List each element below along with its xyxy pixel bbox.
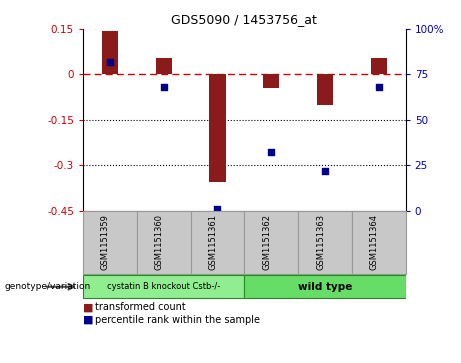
Bar — [298, 211, 352, 274]
Text: wild type: wild type — [298, 282, 352, 292]
Bar — [371, 58, 387, 74]
Text: genotype/variation: genotype/variation — [5, 282, 91, 291]
Text: percentile rank within the sample: percentile rank within the sample — [95, 315, 260, 325]
Bar — [155, 58, 171, 74]
Text: ■: ■ — [83, 315, 94, 325]
Text: GSM1151364: GSM1151364 — [370, 214, 379, 270]
Bar — [244, 275, 406, 298]
Bar — [83, 211, 137, 274]
Bar — [137, 211, 190, 274]
Bar — [209, 74, 225, 182]
Point — [106, 59, 113, 65]
Point — [160, 84, 167, 90]
Text: cystatin B knockout Cstb-/-: cystatin B knockout Cstb-/- — [107, 282, 220, 291]
Bar — [102, 31, 118, 74]
Text: GSM1151361: GSM1151361 — [208, 214, 218, 270]
Point — [321, 168, 329, 174]
Text: GSM1151362: GSM1151362 — [262, 214, 271, 270]
Bar — [317, 74, 333, 105]
Text: GSM1151359: GSM1151359 — [101, 214, 110, 270]
Bar — [244, 211, 298, 274]
Bar — [190, 211, 244, 274]
Point — [375, 84, 383, 90]
Bar — [352, 211, 406, 274]
Bar — [263, 74, 279, 88]
Text: ■: ■ — [83, 302, 94, 312]
Bar — [83, 275, 244, 298]
Text: GSM1151360: GSM1151360 — [154, 214, 164, 270]
Text: transformed count: transformed count — [95, 302, 185, 312]
Point — [267, 150, 275, 155]
Point — [214, 206, 221, 212]
Title: GDS5090 / 1453756_at: GDS5090 / 1453756_at — [171, 13, 317, 26]
Text: GSM1151363: GSM1151363 — [316, 214, 325, 270]
